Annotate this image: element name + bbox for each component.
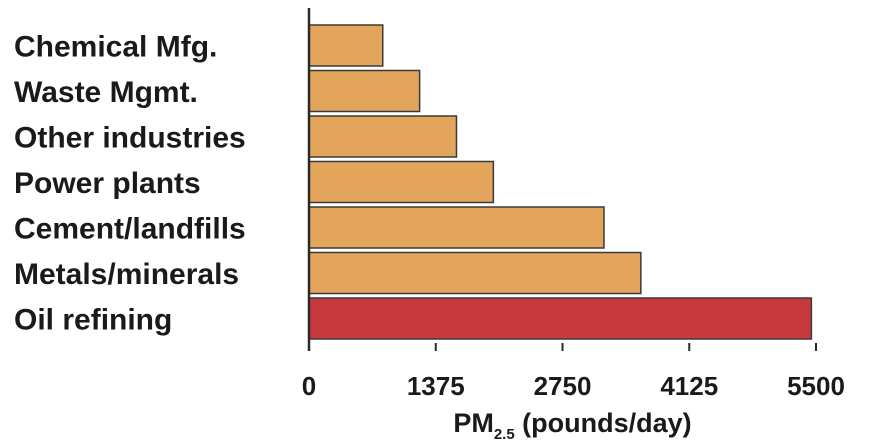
x-axis-title-main: PM bbox=[453, 408, 494, 438]
category-label: Other industries bbox=[14, 122, 246, 155]
category-label: Power plants bbox=[14, 167, 201, 200]
category-label: Oil refining bbox=[14, 304, 172, 337]
bar bbox=[308, 115, 458, 158]
x-tick-label: 0 bbox=[302, 371, 316, 401]
bar bbox=[308, 24, 384, 67]
x-axis-title-subscript: 2.5 bbox=[494, 426, 515, 441]
bar bbox=[308, 160, 495, 204]
category-label: Cement/landfills bbox=[14, 213, 246, 246]
bars-group bbox=[308, 24, 813, 340]
category-label: Metals/minerals bbox=[14, 258, 239, 291]
category-labels: Chemical Mfg. Waste Mgmt. Other industries… bbox=[14, 31, 246, 337]
x-tick-label: 5500 bbox=[787, 371, 845, 401]
x-axis-title: PM2.5 (pounds/day) bbox=[453, 408, 691, 441]
x-tick-label: 2750 bbox=[534, 371, 592, 401]
bar bbox=[308, 69, 421, 113]
x-tick-label: 1375 bbox=[407, 371, 465, 401]
category-label: Chemical Mfg. bbox=[14, 31, 217, 64]
bar bbox=[308, 251, 642, 295]
x-tick-label: 4125 bbox=[660, 371, 718, 401]
category-label: Waste Mgmt. bbox=[14, 76, 198, 109]
bar bbox=[308, 206, 605, 249]
x-axis-ticks: 0 1375 2750 4125 5500 bbox=[302, 343, 845, 401]
bar bbox=[308, 297, 813, 340]
x-axis-title-rest: (pounds/day) bbox=[515, 408, 692, 438]
